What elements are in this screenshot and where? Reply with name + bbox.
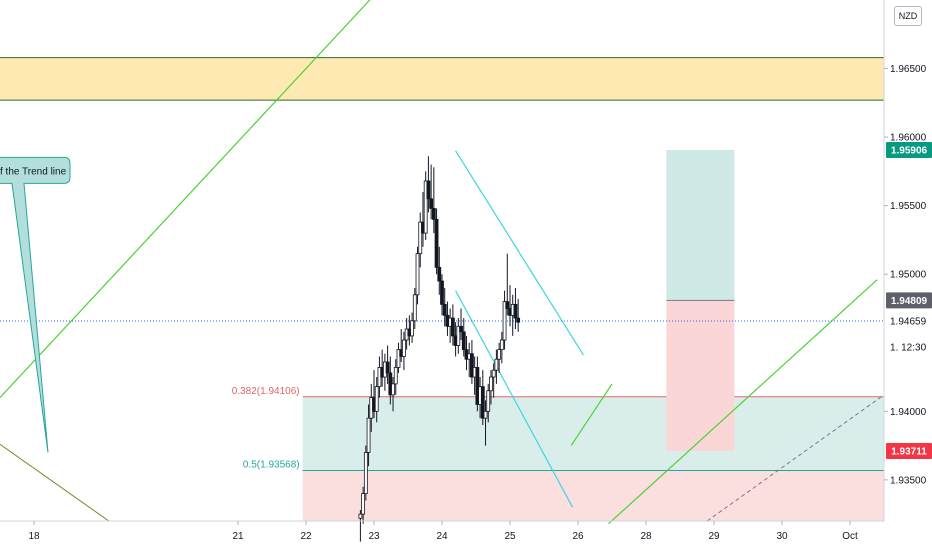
price-badge-label-3: 1. 12:30 <box>890 342 927 353</box>
candle-body-19 <box>410 320 414 337</box>
x-tick-label-4: 24 <box>436 531 448 542</box>
labels-layer: f the Trend line <box>0 156 71 453</box>
currency-label: NZD <box>898 11 918 21</box>
candle-body-50 <box>494 358 499 371</box>
candle-body-58 <box>516 317 521 323</box>
trend-line-dashed <box>706 394 885 522</box>
candle-body-53 <box>502 301 507 341</box>
candle-body-24 <box>423 180 428 234</box>
candle-body-54 <box>505 301 510 309</box>
x-tick-label-8: 29 <box>708 531 720 542</box>
trend-line-green-2 <box>570 383 613 446</box>
candle-body-2 <box>363 452 368 494</box>
candle-body-37 <box>459 325 463 333</box>
price-badge-label-1: 1.94809 <box>891 296 928 307</box>
price-badge-label-4: 1.93711 <box>891 446 927 457</box>
candles-layer <box>358 156 521 542</box>
candle-body-51 <box>497 349 502 360</box>
candle-body-0 <box>358 513 363 519</box>
candle-body-1 <box>361 493 366 515</box>
position-target-zone <box>666 149 735 301</box>
y-tick-label-4: 1.94000 <box>890 407 927 418</box>
candle-body-25 <box>426 180 431 200</box>
annotation-callout <box>0 156 71 453</box>
candle-body-52 <box>499 339 504 351</box>
candle-body-27 <box>431 207 436 220</box>
candle-body-31 <box>442 303 447 316</box>
candle-body-16 <box>402 339 406 357</box>
candle-body-30 <box>440 280 444 305</box>
fib-05-label: 0.5(1.93568) <box>243 460 300 471</box>
channel-bottom-line <box>455 290 574 508</box>
candle-body-41 <box>470 353 474 378</box>
trend-line-green-1 <box>608 279 878 525</box>
candle-body-29 <box>437 266 442 282</box>
candle-body-36 <box>456 325 461 346</box>
candle-body-49 <box>491 369 496 378</box>
x-tick-label-1: 21 <box>232 531 244 542</box>
candle-body-12 <box>391 383 395 396</box>
x-tick-label-2: 22 <box>300 531 312 542</box>
x-tick-label-6: 26 <box>572 531 584 542</box>
y-tick-label-2: 1.95500 <box>890 201 927 212</box>
zones-layer: 0.382(1.94106) 0.5(1.93568) <box>0 57 885 521</box>
x-tick-label-5: 25 <box>504 531 516 542</box>
y-tick-label-1: 1.96000 <box>890 133 927 144</box>
x-tick-label-3: 23 <box>368 531 380 542</box>
x-tick-label-0: 18 <box>28 531 40 542</box>
candle-body-6 <box>374 386 379 412</box>
candle-body-45 <box>480 386 485 419</box>
drawings-layer <box>0 0 885 525</box>
price-badge-label-0: 1.95906 <box>891 145 928 156</box>
price-badge-label-2: 1.94659 <box>890 316 927 327</box>
price-badge-1 <box>886 292 932 309</box>
y-tick-label-5: 1.93500 <box>890 475 927 486</box>
candle-body-34 <box>450 317 455 337</box>
fib-zone-lower <box>302 470 885 521</box>
candle-body-22 <box>418 221 423 255</box>
currency-badge[interactable]: NZD <box>894 6 922 26</box>
candle-body-26 <box>429 198 434 209</box>
candle-body-10 <box>385 361 390 374</box>
x-tick-label-7: 28 <box>640 531 652 542</box>
x-tick-label-10: Oct <box>842 531 858 542</box>
candle-body-21 <box>415 253 420 296</box>
trend-line-green-0 <box>0 0 371 399</box>
candle-body-48 <box>489 376 493 392</box>
candle-body-3 <box>366 417 371 453</box>
fib-zone-upper <box>302 396 885 471</box>
y-tick-label-3: 1.95000 <box>890 270 927 281</box>
candle-body-20 <box>412 294 417 322</box>
trend-line-olive <box>0 443 110 522</box>
x-tick-label-9: 30 <box>776 531 788 542</box>
channel-top-line <box>455 150 584 356</box>
y-tick-label-0: 1.96500 <box>890 64 927 75</box>
price-badge-0 <box>886 141 932 158</box>
candle-body-13 <box>393 367 398 385</box>
candle-body-47 <box>486 390 491 412</box>
candle-body-28 <box>434 218 439 268</box>
candle-body-38 <box>461 331 466 351</box>
candle-body-46 <box>483 410 488 419</box>
fib-382-label: 0.382(1.94106) <box>232 386 300 397</box>
resistance-zone <box>0 57 884 101</box>
annotation-text: f the Trend line <box>0 166 67 177</box>
candle-body-14 <box>396 349 401 368</box>
candle-body-57 <box>513 303 518 319</box>
position-stop-zone <box>666 300 735 451</box>
candle-body-43 <box>475 367 480 405</box>
price-badge-4 <box>886 442 932 459</box>
